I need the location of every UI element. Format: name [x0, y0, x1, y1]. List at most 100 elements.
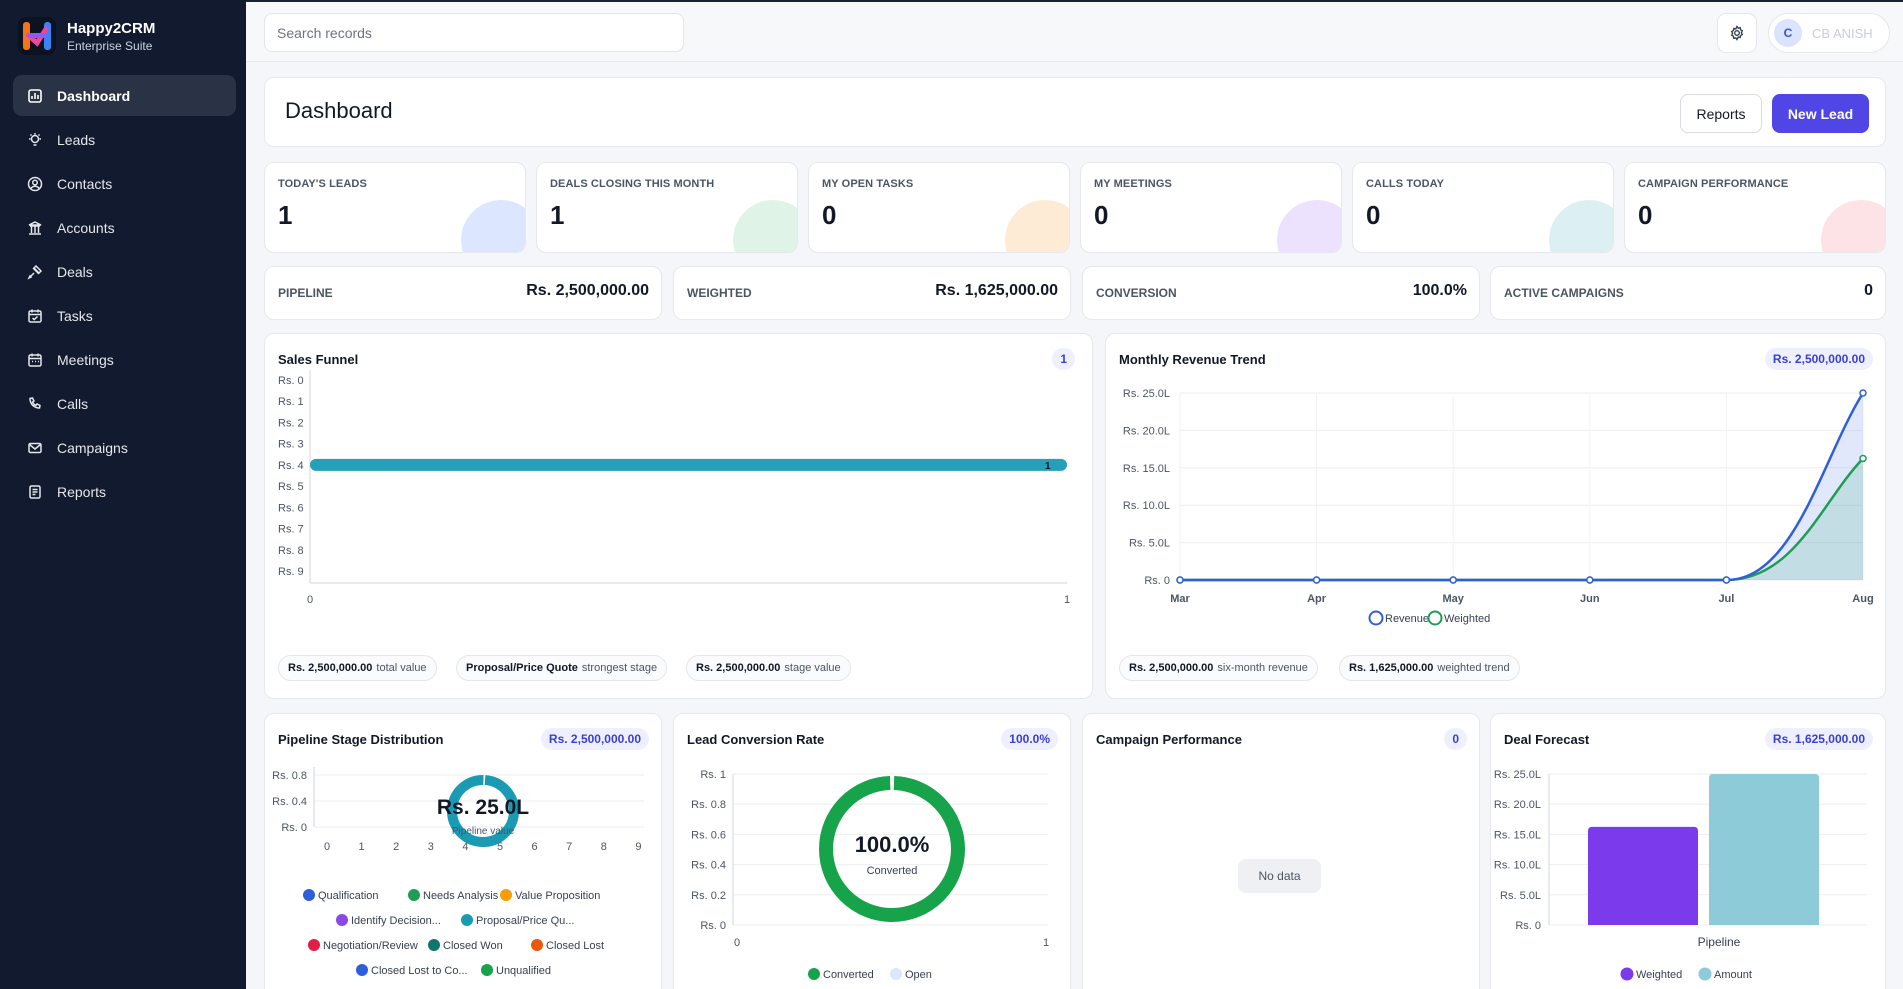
revenue-chart: Rs. 0 Rs. 5.0L Rs. 10.0L Rs. 15.0L Rs. 20.0L… [1123, 388, 1874, 626]
chart-badge: Rs. 1,625,000.00 [1764, 728, 1873, 750]
sidebar-item-meetings[interactable]: Meetings [13, 339, 236, 380]
pill-label: six-month revenue [1217, 662, 1308, 674]
x-tick-label: 2 [393, 841, 399, 853]
stat-decoration [1821, 200, 1885, 252]
legend-marker [356, 964, 368, 976]
building-icon [27, 220, 43, 236]
stat-card-meetings[interactable]: MY MEETINGS 0 [1080, 162, 1342, 253]
sidebar-item-campaigns[interactable]: Campaigns [13, 427, 236, 468]
y-tick-label: Rs. 20.0L [1123, 425, 1170, 437]
chart-badge: Rs. 2,500,000.00 [1764, 348, 1873, 370]
x-tick-label: Pipeline [1698, 935, 1741, 949]
center-label: Pipeline value [452, 826, 515, 837]
sidebar-item-deals[interactable]: Deals [13, 251, 236, 292]
y-tick-label: Rs. 2 [278, 417, 304, 429]
stat-decoration [1277, 200, 1341, 252]
kpi-value: Rs. 1,625,000.00 [935, 282, 1058, 299]
y-tick-label: Rs. 10.0L [1123, 500, 1170, 512]
x-tick-label: 6 [532, 841, 538, 853]
center-value: Rs. 25.0L [437, 796, 529, 819]
funnel-bar [310, 458, 1067, 471]
brand[interactable]: Happy2CRM Enterprise Suite [0, 0, 246, 72]
y-tick-label: Rs. 25.0L [1123, 388, 1170, 400]
pill-label: weighted trend [1437, 662, 1510, 674]
avatar: C [1774, 19, 1802, 47]
sidebar-item-label: Accounts [57, 219, 115, 236]
sidebar-item-contacts[interactable]: Contacts [13, 163, 236, 204]
brand-name: Happy2CRM [67, 19, 156, 37]
data-label: 1 [1045, 461, 1051, 472]
x-tick-label: 4 [462, 841, 468, 853]
x-tick-label: 9 [635, 841, 641, 853]
campaign-performance-card: Campaign Performance 0 [1082, 713, 1480, 989]
sidebar-item-leads[interactable]: Leads [13, 119, 236, 160]
envelope-icon [27, 440, 43, 456]
stat-value: 1 [278, 200, 293, 230]
sidebar-item-label: Deals [57, 263, 93, 280]
kpi-label: WEIGHTED [687, 286, 752, 300]
series-point [1449, 576, 1457, 584]
legend-label: Closed Lost to Co... [371, 965, 468, 977]
x-tick-label: Jun [1580, 593, 1600, 605]
series-point [1859, 389, 1867, 397]
x-tick-label: May [1442, 593, 1464, 605]
forecast-bar [1709, 774, 1819, 925]
user-menu[interactable]: C CB ANISH [1768, 13, 1890, 53]
sidebar-item-dashboard[interactable]: Dashboard [13, 75, 236, 116]
funnel-chart: Rs. 0 Rs. 1 Rs. 2 Rs. 3 Rs. 4 1 Rs. 5 Rs. 6 Rs. … [278, 370, 1070, 606]
x-tick-label: Aug [1852, 593, 1873, 605]
chart-bar-icon [27, 88, 43, 104]
lead-conversion-card: Lead Conversion Rate 100.0% Rs. 0 Rs. 0.2… [673, 713, 1071, 989]
legend-marker [408, 889, 420, 901]
sidebar-item-accounts[interactable]: Accounts [13, 207, 236, 248]
legend-label: Closed Lost [546, 940, 604, 952]
legend-marker [308, 939, 320, 951]
stat-label: DEALS CLOSING THIS MONTH [550, 178, 715, 190]
stat-decoration [733, 200, 797, 252]
pill-value: Rs. 1,625,000.00 [1349, 662, 1434, 674]
stat-card-open-tasks[interactable]: MY OPEN TASKS 0 [808, 162, 1070, 253]
stat-card-calls-today[interactable]: CALLS TODAY 0 [1352, 162, 1614, 253]
stat-card-campaign-performance[interactable]: CAMPAIGN PERFORMANCE 0 [1624, 162, 1886, 253]
pill-label: stage value [784, 662, 841, 674]
sidebar-item-label: Contacts [57, 175, 113, 192]
chart-title: Pipeline Stage Distribution [278, 732, 444, 747]
stat-decoration [1549, 200, 1613, 252]
y-tick-label: Rs. 0 [278, 375, 304, 387]
sidebar: Happy2CRM Enterprise Suite Dashboard Lea… [0, 0, 246, 989]
reports-button[interactable]: Reports [1680, 94, 1762, 133]
y-tick-label: Rs. 3 [278, 439, 304, 451]
x-tick-label: 0 [307, 594, 313, 606]
sidebar-item-reports[interactable]: Reports [13, 471, 236, 512]
search-input[interactable] [264, 13, 684, 52]
pill-value: Rs. 2,500,000.00 [1129, 662, 1214, 674]
kpi-value: Rs. 2,500,000.00 [526, 282, 649, 299]
legend-label: Unqualified [496, 965, 551, 977]
new-lead-button[interactable]: New Lead [1772, 94, 1869, 133]
sidebar-item-calls[interactable]: Calls [13, 383, 236, 424]
stat-label: TODAY'S LEADS [278, 178, 367, 190]
chart-badge: Rs. 2,500,000.00 [540, 728, 649, 750]
stat-value: 0 [1366, 200, 1381, 230]
stat-decoration [1005, 200, 1069, 252]
y-tick-label: Rs. 7 [278, 524, 304, 536]
y-tick-label: Rs. 9 [278, 566, 304, 578]
kpi-card-conversion: CONVERSION 100.0% [1082, 266, 1480, 320]
y-tick-label: Rs. 5 [278, 481, 304, 493]
x-tick-label: 1 [1043, 937, 1049, 949]
legend-label: Amount [1714, 969, 1752, 981]
stat-value: 0 [1094, 200, 1109, 230]
stat-card-todays-leads[interactable]: TODAY'S LEADS 1 [264, 162, 526, 253]
y-tick-label: Rs. 5.0L [1500, 890, 1541, 902]
kpi-card-active-campaigns: ACTIVE CAMPAIGNS 0 [1490, 266, 1886, 320]
series-point [1312, 576, 1321, 584]
kpi-label: CONVERSION [1096, 286, 1177, 300]
stat-card-deals-closing[interactable]: DEALS CLOSING THIS MONTH 1 [536, 162, 798, 253]
y-tick-label: Rs. 10.0L [1494, 860, 1541, 872]
sidebar-item-label: Tasks [57, 307, 93, 324]
sidebar-item-tasks[interactable]: Tasks [13, 295, 236, 336]
stat-value: 0 [1638, 200, 1653, 230]
pill-label: total value [376, 662, 427, 674]
settings-button[interactable] [1717, 13, 1757, 53]
revenue-trend-card: Monthly Revenue Trend Rs. 2,500,000.00 R… [1105, 333, 1886, 699]
